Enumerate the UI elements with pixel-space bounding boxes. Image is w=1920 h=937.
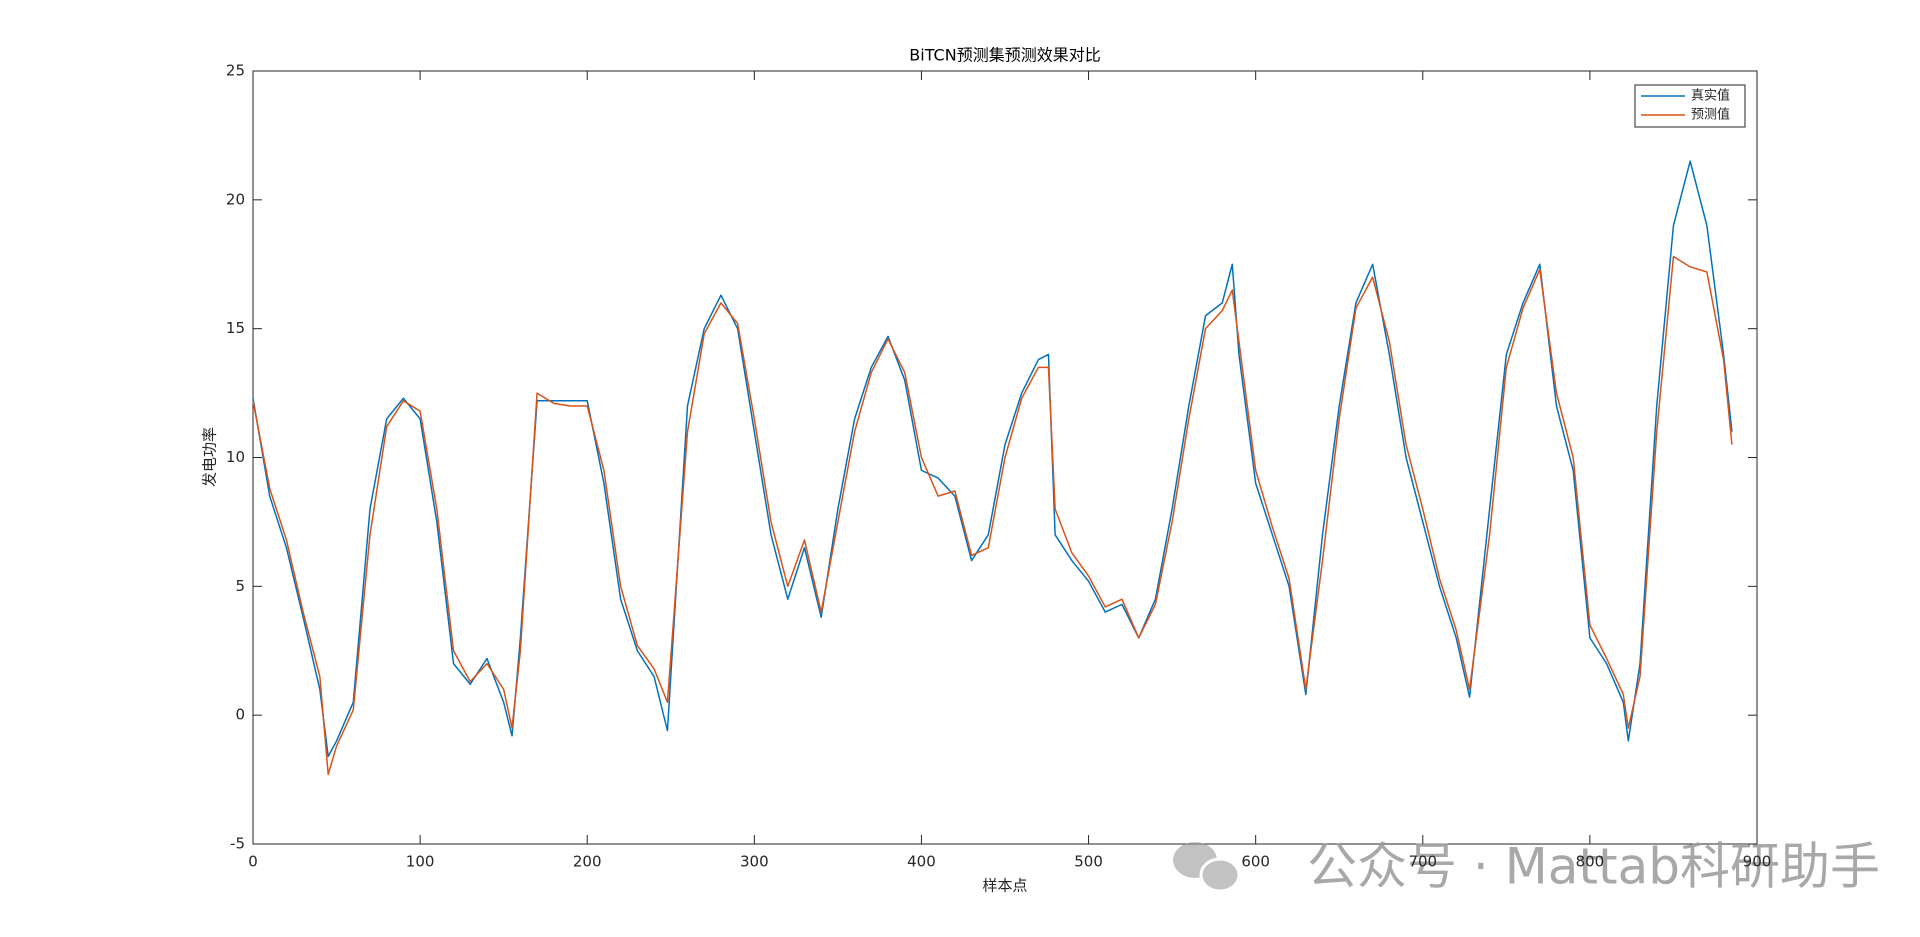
watermark: 公众号 · Mattab科研助手 [1307,838,1880,896]
watermark-icon [1173,842,1241,893]
x-axis-label: 样本点 [982,877,1027,895]
x-tick-label: 500 [1074,853,1103,871]
x-tick-label: 200 [573,853,602,871]
x-tick-label: 800 [1576,853,1605,871]
y-tick-label: 25 [226,62,245,80]
y-tick-label: 5 [235,577,245,595]
y-axis-label: 发电功率 [201,427,219,487]
legend-label: 真实值 [1691,88,1730,104]
data-line [252,160,1733,758]
y-tick-label: 15 [226,319,245,337]
data-line [252,255,1733,776]
legend-label: 预测值 [1691,107,1730,123]
x-tick-label: 700 [1408,853,1437,871]
x-tick-label: 400 [907,853,936,871]
x-tick-label: 900 [1743,853,1772,871]
x-tick-label: 600 [1241,853,1270,871]
y-tick-label: 10 [226,448,245,466]
y-tick-label: 20 [226,190,245,208]
y-tick-label: 0 [235,706,245,724]
x-tick-label: 0 [248,853,258,871]
x-tick-label: 300 [740,853,769,871]
chart-title: BiTCN预测集预测效果对比 [909,46,1100,65]
legend-box [1634,84,1746,128]
y-tick-label: -5 [230,835,245,853]
x-tick-label: 100 [406,853,435,871]
